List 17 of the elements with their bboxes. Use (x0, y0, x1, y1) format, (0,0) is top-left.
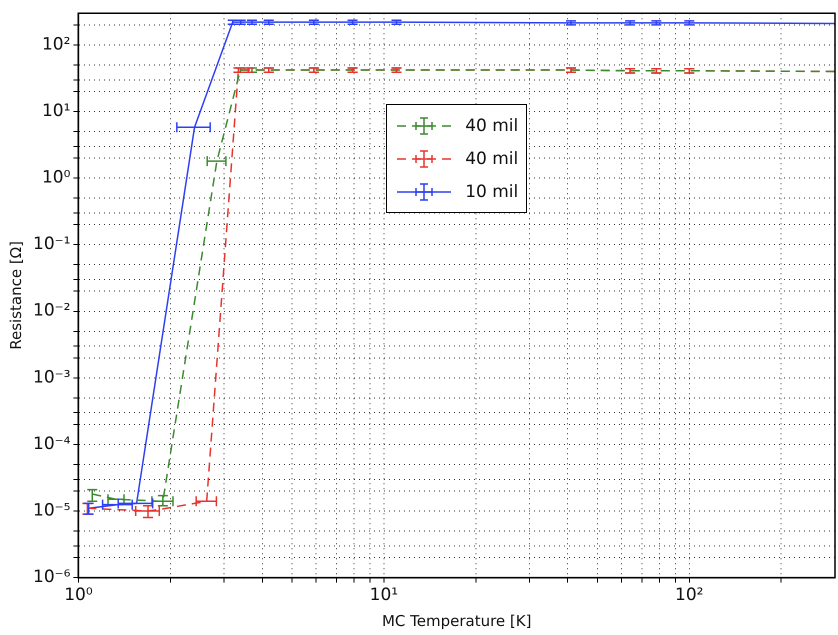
x-tick-label: 10⁰ (64, 585, 93, 606)
legend-label: 40 mil (465, 116, 518, 136)
y-tick-label: 10⁻¹ (33, 234, 70, 254)
y-tick-label: 10⁰ (42, 168, 71, 188)
legend-label: 40 mil (465, 148, 518, 169)
x-tick-label: 10² (675, 585, 704, 606)
y-tick-label: 10⁻⁵ (33, 500, 70, 520)
legend-label: 10 mil (465, 182, 518, 202)
y-axis-title: Resistance [Ω] (6, 241, 25, 350)
y-tick-label: 10⁻⁴ (33, 434, 71, 454)
y-tick-label: 10⁻² (33, 300, 70, 321)
y-tick-label: 10⁻³ (33, 367, 70, 388)
y-tick-label: 10¹ (42, 100, 70, 121)
x-axis-title: MC Temperature [K] (382, 612, 532, 630)
x-tick-label: 10¹ (370, 585, 398, 606)
y-tick-label: 10⁻⁶ (33, 567, 71, 588)
y-tick-label: 10² (42, 34, 70, 54)
